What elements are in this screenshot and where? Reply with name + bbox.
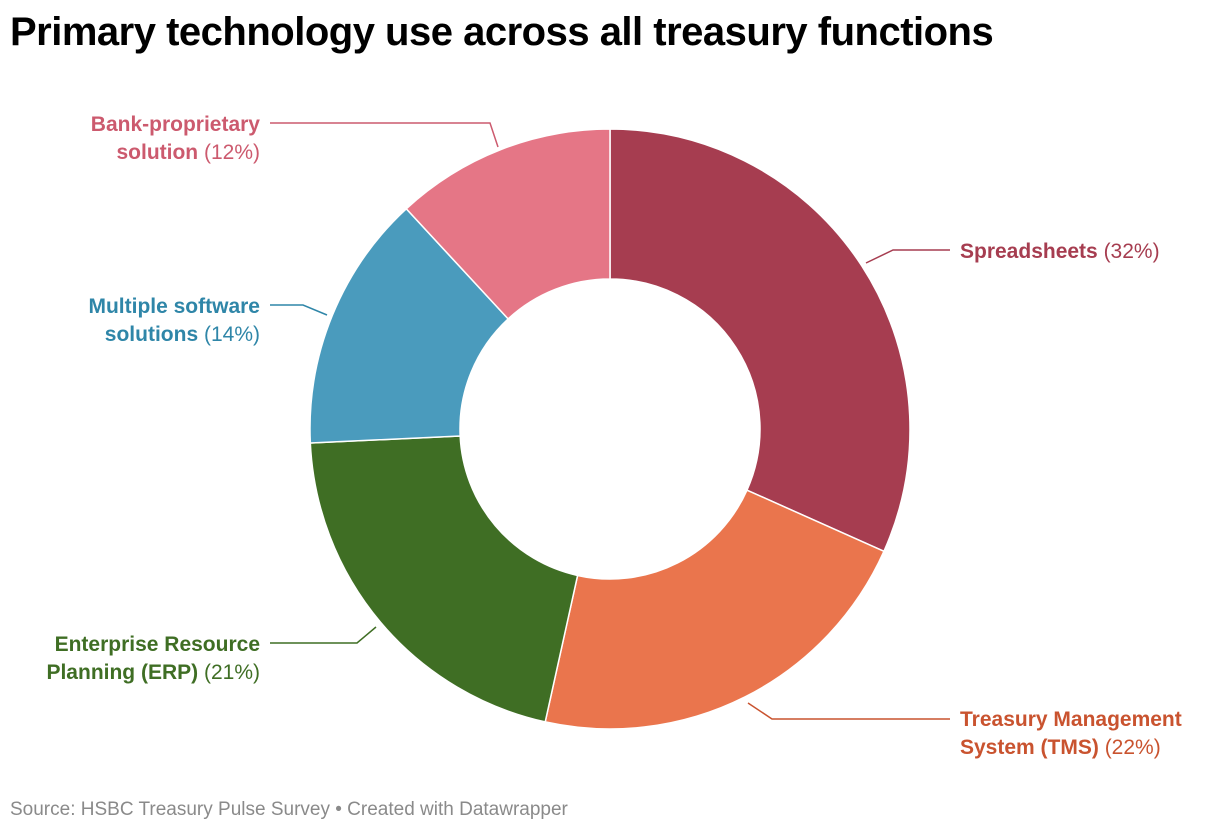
slice-spreadsheets — [609, 128, 911, 553]
label-name-line: Spreadsheets — [960, 240, 1098, 263]
label-multiple-software-solutions: Multiple software solutions (14%) — [88, 295, 260, 346]
leader-line-multiple-software-solutions — [270, 304, 328, 316]
label-percent: (21%) — [198, 661, 260, 684]
leader-line-enterprise-resource-planning-erp — [270, 626, 377, 644]
slice-treasury-management-system-tms — [544, 489, 885, 730]
label-percent: (22%) — [1099, 736, 1161, 759]
chart-title: Primary technology use across all treasu… — [10, 10, 994, 54]
label-enterprise-resource-planning-erp: Enterprise Resource Planning (ERP) (21%) — [46, 633, 260, 684]
donut-slices — [309, 128, 911, 730]
label-name-line: Planning (ERP) — [46, 661, 198, 684]
label-name-line: System (TMS) — [960, 736, 1099, 759]
leader-line-spreadsheets — [865, 249, 950, 264]
slice-labels: Spreadsheets (32%) Treasury Management Sys… — [46, 113, 1181, 759]
label-name-line: solutions — [105, 323, 198, 346]
label-name-line: Bank-proprietary — [91, 113, 261, 136]
label-name-line: Treasury Management — [960, 708, 1182, 731]
label-name-line: solution — [116, 141, 198, 164]
label-name-line: Multiple software — [88, 295, 260, 318]
source-note: Source: HSBC Treasury Pulse Survey • Cre… — [10, 799, 568, 820]
label-percent: (14%) — [198, 323, 260, 346]
leader-lines — [270, 122, 950, 720]
label-treasury-management-system-tms: Treasury Management System (TMS) (22%) — [960, 708, 1182, 759]
slice-bank-proprietary-solution — [405, 128, 611, 320]
label-percent: (32%) — [1098, 240, 1160, 263]
label-percent: (12%) — [198, 141, 260, 164]
leader-line-treasury-management-system-tms — [747, 702, 950, 720]
leader-line-bank-proprietary-solution — [270, 122, 499, 148]
label-bank-proprietary-solution: Bank-proprietary solution (12%) — [91, 113, 261, 164]
slice-multiple-software-solutions — [309, 208, 509, 444]
label-name-line: Enterprise Resource — [55, 633, 260, 656]
slice-enterprise-resource-planning-erp — [309, 435, 579, 723]
label-spreadsheets: Spreadsheets (32%) — [960, 240, 1160, 263]
